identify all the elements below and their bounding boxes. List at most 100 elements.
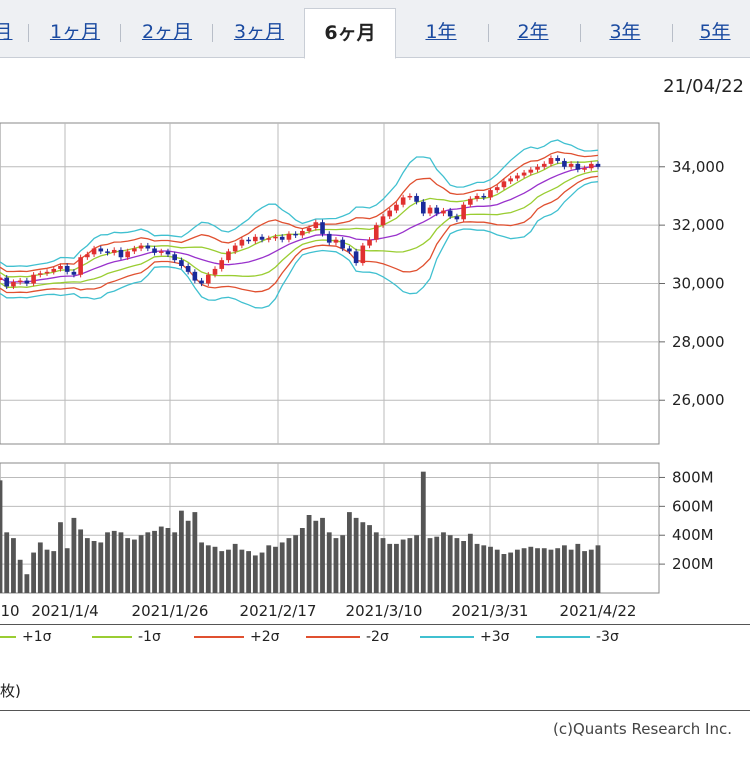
candle-body (219, 260, 225, 269)
volume-tick-label: 800M (672, 468, 714, 486)
candle-body (246, 239, 251, 242)
volume-bar (24, 574, 30, 593)
volume-bar (548, 549, 554, 593)
candle-body (394, 204, 399, 211)
volume-bar (105, 532, 110, 593)
volume-bar (367, 525, 372, 593)
plus1-sigma-line (0, 160, 599, 278)
volume-bar (179, 510, 184, 593)
date-tick-label: 2021/3/10 (346, 602, 423, 620)
volume-bar (467, 533, 473, 593)
volume-bar (266, 545, 272, 593)
tab-separator (580, 24, 581, 42)
unit-note: 枚) (0, 682, 21, 700)
volume-bar (219, 551, 225, 593)
volume-bar (394, 543, 399, 593)
volume-bar (494, 549, 500, 593)
tab-separator (28, 24, 29, 42)
volume-bar (118, 532, 124, 593)
volume-bar (582, 551, 587, 593)
candle-body (11, 282, 16, 287)
candle-body (232, 245, 238, 252)
candle-body (17, 280, 23, 283)
date-tick-label: 2021/3/31 (452, 602, 529, 620)
tab-6-month[interactable]: 6ヶ月 (304, 8, 396, 59)
volume-bar (232, 543, 238, 593)
volume-bar (575, 543, 581, 593)
volume-bar (71, 517, 77, 593)
volume-bar (131, 539, 137, 593)
candle-body (562, 160, 567, 167)
candle-body (111, 249, 117, 253)
tab-3-month[interactable]: 3ヶ月 (233, 21, 285, 43)
volume-bar (528, 546, 534, 593)
volume-bar (541, 548, 547, 593)
volume-bar (286, 538, 292, 593)
candle-body (259, 236, 265, 240)
candle-body (51, 268, 57, 272)
candle-body (31, 274, 36, 284)
candle-body (548, 158, 554, 164)
candle-body (400, 197, 406, 205)
volume-bar (420, 471, 426, 593)
volume-bar (252, 555, 258, 593)
volume-bar (535, 548, 540, 593)
candle-body (447, 210, 453, 217)
minus3-sigma-line (0, 181, 599, 309)
volume-bar (501, 554, 507, 593)
tab-separator (212, 24, 213, 42)
candle-body (320, 222, 325, 234)
candle-body (165, 251, 171, 255)
tab-5-year[interactable]: 5年 (699, 21, 731, 43)
volume-bar (138, 535, 144, 593)
candle-body (380, 216, 386, 226)
volume-bar (474, 543, 480, 593)
candle-body (434, 207, 440, 214)
candle-body (71, 271, 77, 275)
candle-body (454, 216, 460, 220)
tab-2-month[interactable]: 2ヶ月 (141, 21, 193, 43)
volume-bar (199, 542, 204, 593)
volume-bar (152, 530, 157, 593)
candle-body (367, 239, 372, 246)
tab-3-year[interactable]: 3年 (609, 21, 641, 43)
candle-body (347, 248, 352, 252)
volume-bar (313, 520, 319, 593)
legend-minus3-sigma: -3σ (536, 629, 619, 645)
volume-bar (259, 552, 265, 593)
tab-2-year[interactable]: 2年 (517, 21, 549, 43)
volume-bar (226, 549, 231, 593)
volume-bar (514, 549, 520, 593)
candle-body (44, 271, 50, 274)
tab-1-year[interactable]: 1年 (425, 21, 457, 43)
candle-body (266, 238, 272, 240)
candle-body (199, 280, 204, 284)
date-tick-label: 2021/4/22 (560, 602, 637, 620)
copyright: (c)Quants Research Inc. (553, 720, 732, 738)
volume-bar (595, 545, 601, 593)
last-date-label: 21/04/22 (663, 76, 744, 97)
candle-body (508, 178, 513, 182)
volume-bar (353, 517, 359, 593)
legend-plus1-sigma: +1σ (0, 629, 52, 645)
volume-bar (172, 532, 178, 593)
candle-body (192, 271, 198, 281)
candle-body (555, 158, 560, 161)
volume-bar (340, 535, 346, 593)
tab-month[interactable]: 月 (0, 21, 13, 43)
volume-bar (78, 529, 84, 593)
volume-bar (51, 551, 57, 593)
candle-body (105, 251, 110, 253)
candle-body (306, 228, 312, 231)
volume-bar (555, 548, 561, 593)
volume-bar (387, 543, 393, 593)
volume-bar (333, 538, 339, 593)
legend-minus2-sigma: -2σ (306, 629, 389, 645)
tab-1-month[interactable]: 1ヶ月 (49, 21, 101, 43)
candle-body (300, 230, 305, 236)
volume-bar (427, 538, 433, 593)
volume-bar (568, 549, 574, 593)
volume-bar (454, 538, 460, 593)
candle-body (501, 181, 507, 188)
volume-bar (158, 526, 164, 593)
